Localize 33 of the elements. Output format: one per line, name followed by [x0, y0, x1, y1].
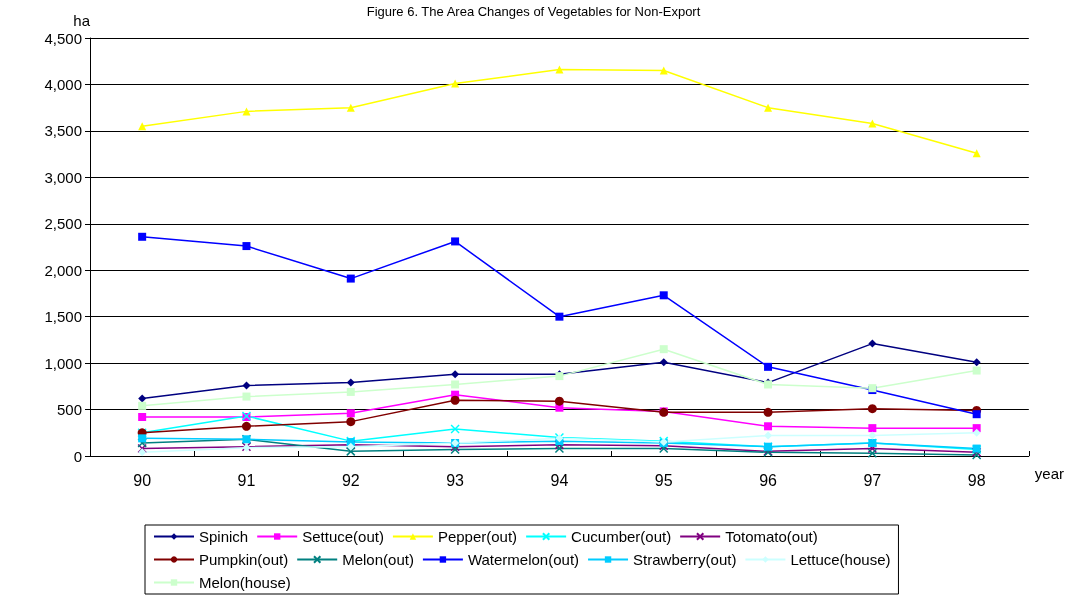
- legend-label: Spinich: [199, 528, 249, 545]
- x-tick-label: 96: [759, 471, 778, 489]
- y-tick-label: 1,500: [44, 308, 82, 326]
- y-tick-label: 3,500: [44, 122, 82, 140]
- legend-label: Lettuce(house): [790, 551, 891, 568]
- y-tick-label: 2,000: [44, 261, 82, 279]
- legend-label: Melon(house): [199, 574, 291, 591]
- x-tick-label: 91: [237, 471, 256, 489]
- x-tick-label: 95: [654, 471, 673, 489]
- x-tick-label: 93: [446, 471, 465, 489]
- y-tick-label: 0: [73, 447, 82, 465]
- legend-label: Strawberry(out): [633, 551, 737, 568]
- y-axis-title: ha: [73, 12, 91, 29]
- y-tick-label: 4,500: [44, 29, 82, 47]
- y-tick-label: 500: [56, 401, 82, 419]
- legend-label: Settuce(out): [302, 528, 384, 545]
- x-tick-label: 90: [133, 471, 152, 489]
- legend-label: Totomato(out): [725, 528, 818, 545]
- y-tick-label: 4,000: [44, 75, 82, 93]
- y-tick-label: 3,000: [44, 168, 82, 186]
- legend-label: Melon(out): [342, 551, 414, 568]
- x-tick-label: 92: [341, 471, 360, 489]
- legend-label: Cucumber(out): [571, 528, 672, 545]
- legend-label: Watermelon(out): [467, 551, 580, 568]
- x-axis-title: year: [1034, 465, 1065, 482]
- y-tick-label: 1,000: [44, 354, 82, 372]
- y-tick-label: 2,500: [44, 215, 82, 233]
- chart-title: Figure 6. The Area Changes of Vegetables for Non-Export: [366, 4, 701, 19]
- legend-label: Pumpkin(out): [199, 551, 289, 568]
- x-tick-label: 97: [863, 471, 882, 489]
- legend-label: Pepper(out): [437, 528, 518, 545]
- x-tick-label: 94: [550, 471, 569, 489]
- x-tick-label: 98: [967, 471, 986, 489]
